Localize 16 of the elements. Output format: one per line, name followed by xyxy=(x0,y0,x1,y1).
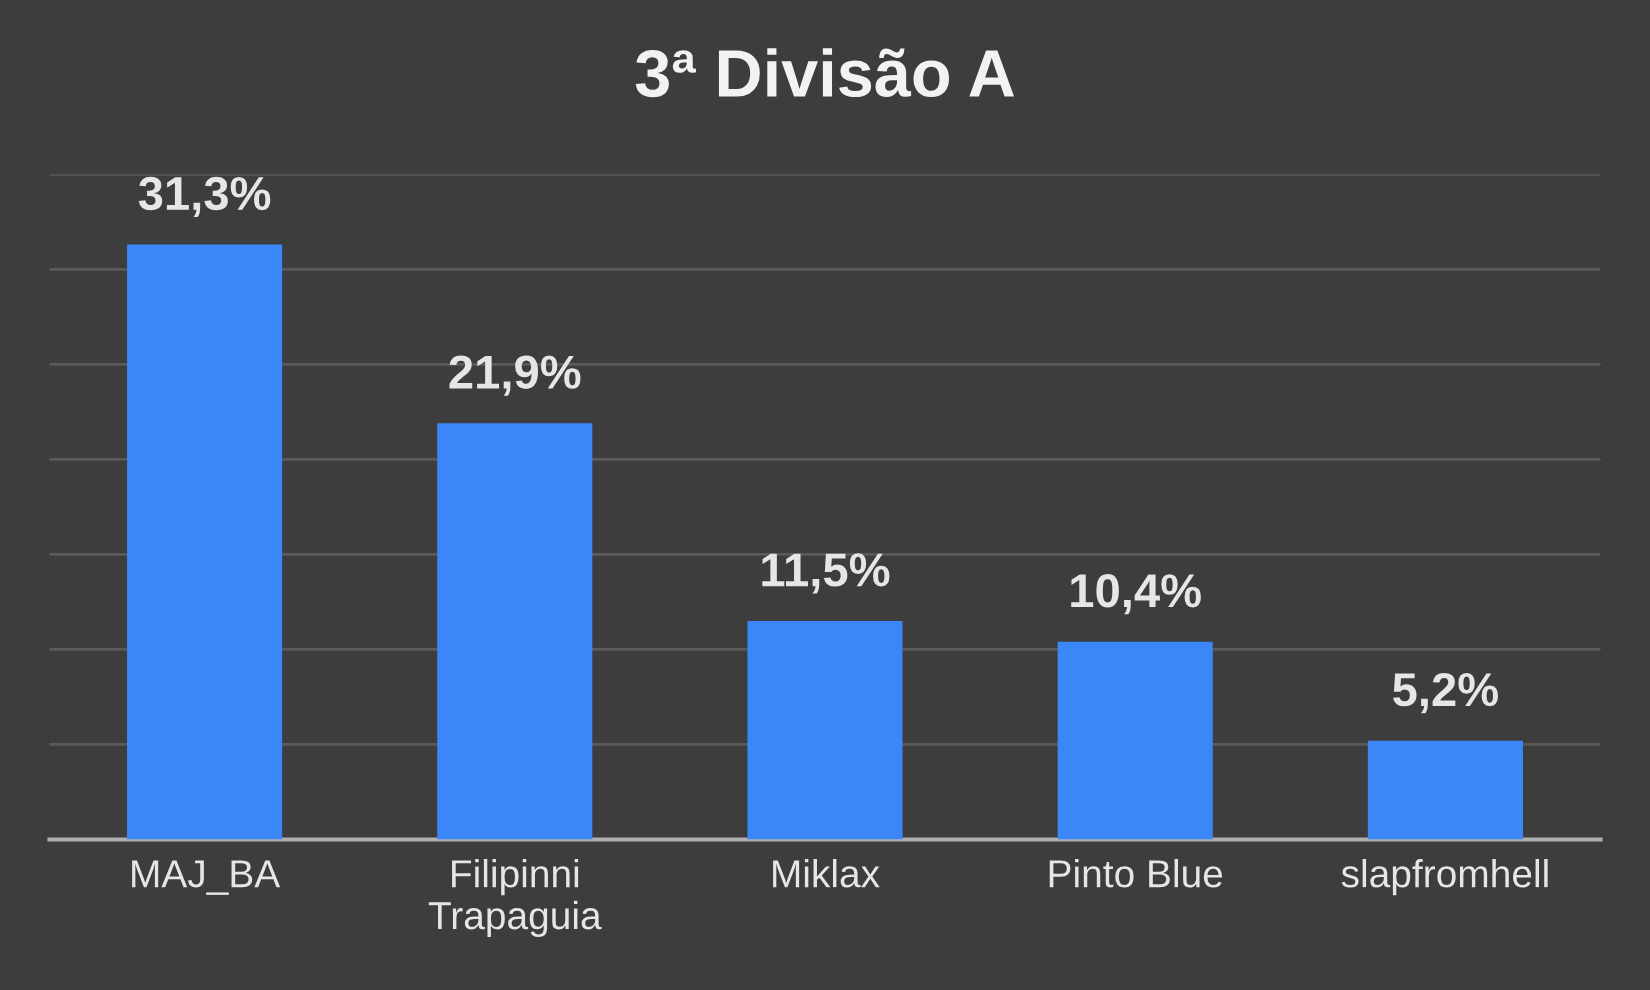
data-label: 10,4% xyxy=(1071,574,1201,615)
bar xyxy=(747,620,903,840)
chart-title: 3ª Divisão A xyxy=(635,48,1015,98)
data-label: 11,5% xyxy=(762,553,890,594)
x-tick-label: Miklax xyxy=(773,858,880,888)
x-tick-label: Filipinni Trapaguia xyxy=(428,858,602,938)
bar xyxy=(437,423,593,840)
bar xyxy=(127,244,283,840)
x-tick-label: MAJ_BA xyxy=(132,860,281,895)
data-label: 31,3% xyxy=(138,176,271,218)
bar xyxy=(1057,641,1213,840)
x-tick-label: slapfromhell xyxy=(1341,858,1548,896)
data-label: 21,9% xyxy=(449,355,581,396)
bar xyxy=(1367,740,1523,840)
x-tick-label: Pinto Blue xyxy=(1049,858,1223,888)
data-label: 5,2% xyxy=(1393,672,1498,714)
